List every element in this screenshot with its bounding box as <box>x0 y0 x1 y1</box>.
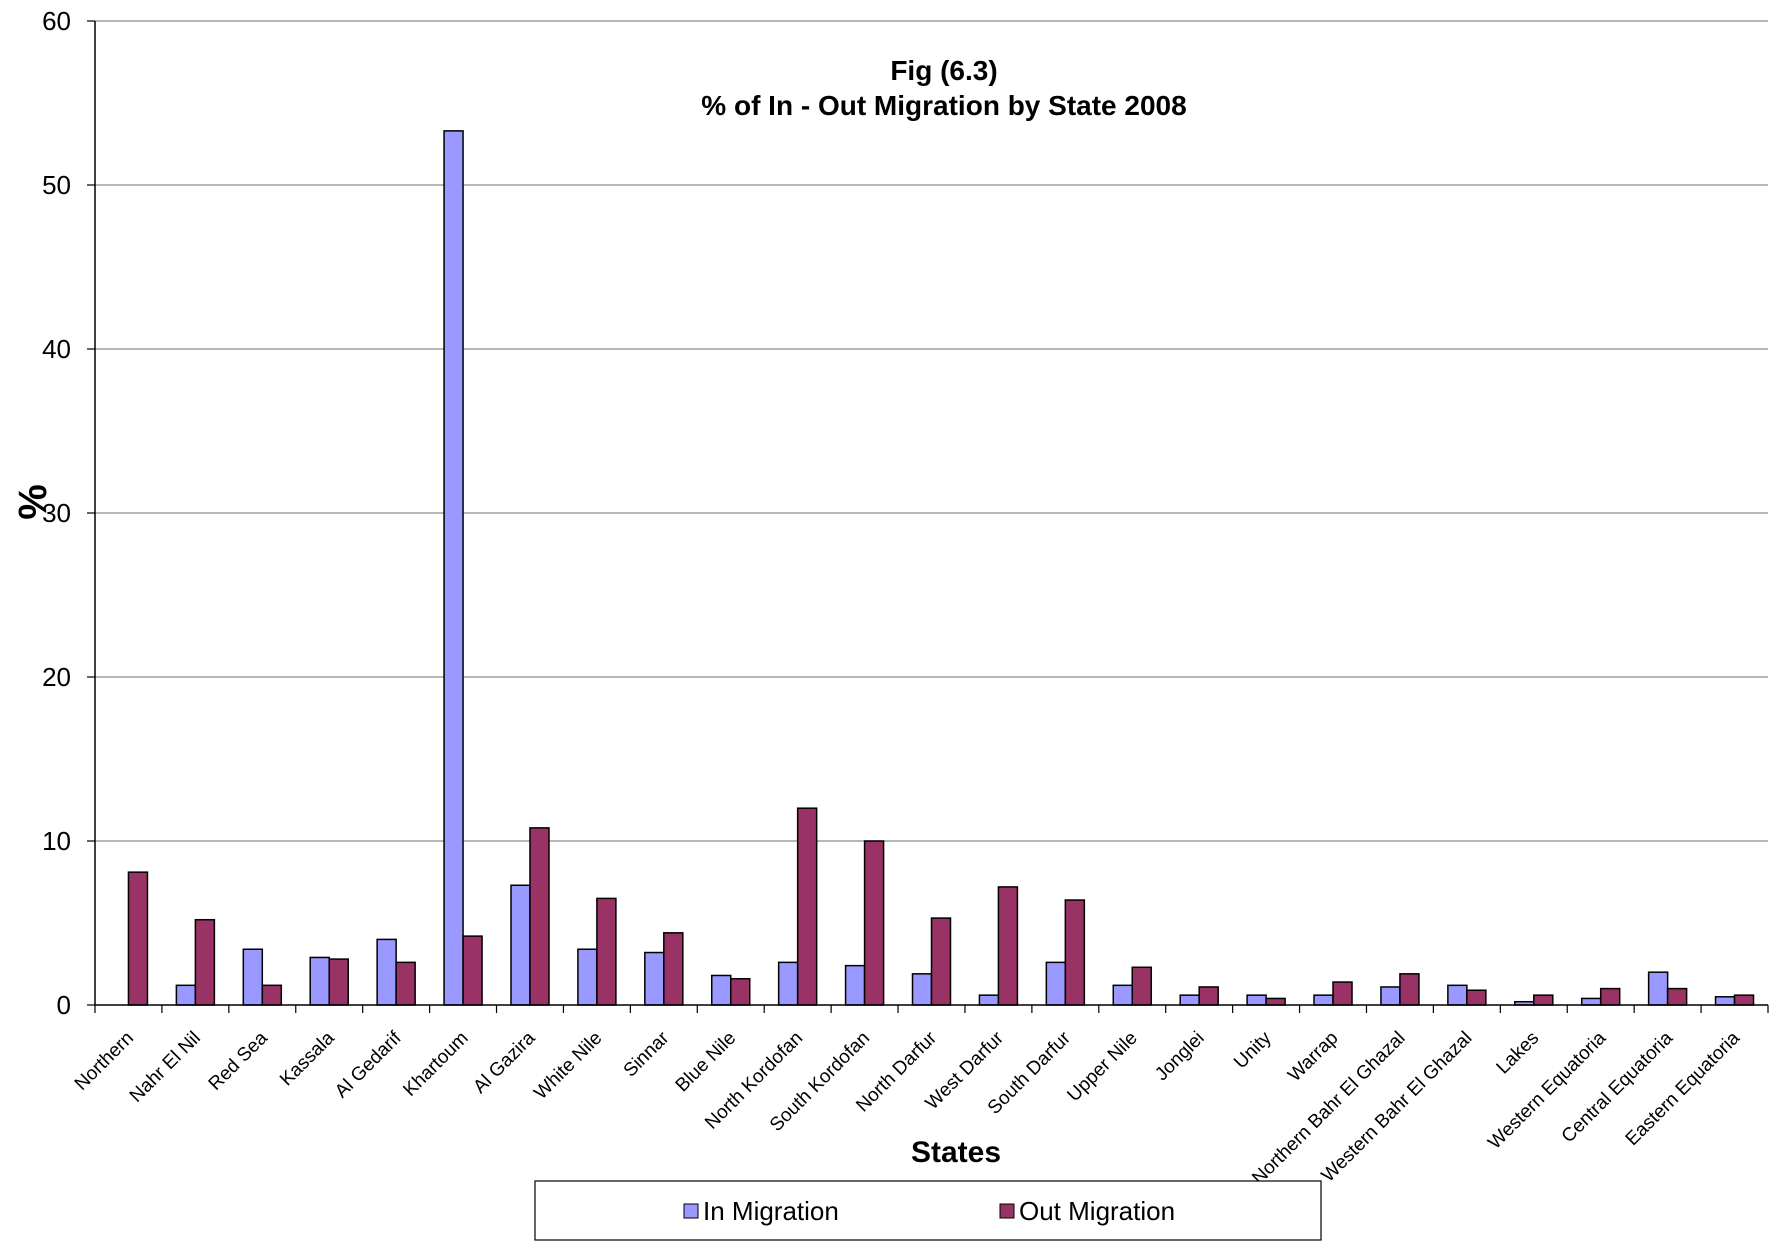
bar-out-migration <box>127 871 149 1006</box>
bar-in-migration <box>911 973 933 1006</box>
bar-out-migration <box>1332 981 1353 1006</box>
bar-in-migration <box>510 884 531 1006</box>
bar-in-migration <box>577 948 598 1006</box>
y-tick-label: 50 <box>42 170 71 200</box>
bar-out-migration <box>1131 966 1153 1006</box>
x-tick-label: Kassala <box>276 1027 339 1090</box>
bar-out-migration <box>261 984 283 1006</box>
legend-swatch-in-migration <box>683 1203 699 1219</box>
legend-box <box>534 1180 1322 1241</box>
y-tick-label: 10 <box>42 826 71 856</box>
bar-in-migration <box>1447 984 1468 1006</box>
bar-in-migration <box>710 974 732 1006</box>
x-tick-label: Lakes <box>1493 1028 1544 1079</box>
bar-out-migration <box>1265 997 1286 1006</box>
bar-out-migration <box>1733 994 1755 1006</box>
bar-in-migration <box>644 951 665 1006</box>
x-tick-label: Warrap <box>1284 1028 1342 1086</box>
legend-swatch-out-migration <box>999 1203 1015 1219</box>
bar-out-migration <box>729 978 751 1006</box>
x-tick-label: Northern <box>71 1028 138 1095</box>
y-tick-label: 60 <box>42 6 71 36</box>
bar-in-migration <box>1179 994 1200 1006</box>
bar-in-migration <box>777 961 799 1006</box>
bar-out-migration <box>1399 973 1420 1006</box>
bar-in-migration <box>1045 961 1067 1006</box>
bar-in-migration <box>443 130 464 1006</box>
bar-in-migration <box>1714 996 1736 1006</box>
x-tick-label: Sinnar <box>620 1027 674 1081</box>
x-tick-label: Khartoum <box>399 1028 472 1101</box>
x-tick-label: Nahr El Nil <box>126 1028 205 1107</box>
x-tick-label: Blue Nile <box>672 1028 741 1097</box>
bar-out-migration <box>529 827 550 1006</box>
bar-in-migration <box>175 984 197 1006</box>
x-tick-label: Eastern Equatoria <box>1622 1027 1745 1150</box>
x-tick-label: Upper Nile <box>1063 1028 1141 1106</box>
gridlines <box>95 20 1768 842</box>
x-tick-label: Al Gazira <box>469 1027 539 1097</box>
bars <box>127 130 1755 1006</box>
bar-out-migration <box>1533 994 1554 1006</box>
bar-in-migration <box>844 964 866 1006</box>
bar-out-migration <box>1466 989 1487 1006</box>
y-tick-label: 40 <box>42 334 71 364</box>
bar-in-migration <box>309 956 330 1006</box>
bar-in-migration <box>376 938 397 1006</box>
chart-title-line-2: % of In - Out Migration by State 2008 <box>701 90 1186 121</box>
bar-out-migration <box>1599 987 1621 1006</box>
bar-out-migration <box>596 897 617 1006</box>
bar-in-migration <box>978 994 1000 1006</box>
y-tick-label: 0 <box>57 990 71 1020</box>
x-tick-label: Unity <box>1230 1027 1276 1073</box>
y-tick-label: 20 <box>42 662 71 692</box>
bar-out-migration <box>997 886 1019 1006</box>
bar-out-migration <box>1198 986 1219 1006</box>
bar-in-migration <box>1580 997 1602 1006</box>
x-tick-label: Red Sea <box>205 1027 272 1094</box>
bar-in-migration <box>1112 984 1134 1006</box>
bar-out-migration <box>930 917 952 1006</box>
x-tick-label: White Nile <box>530 1028 606 1104</box>
bar-in-migration <box>1313 994 1334 1006</box>
bar-in-migration <box>1647 971 1669 1006</box>
bar-out-migration <box>1064 899 1086 1006</box>
x-tick-label: Western Equatoria <box>1484 1027 1610 1153</box>
bar-in-migration <box>242 948 264 1006</box>
y-tick-labels: 0 10 20 30 40 50 60 <box>42 6 95 1020</box>
bar-out-migration <box>796 807 818 1006</box>
y-axis-title: % <box>11 484 55 520</box>
bar-out-migration <box>328 958 349 1006</box>
bar-out-migration <box>462 935 483 1006</box>
bar-out-migration <box>1666 987 1688 1006</box>
legend: In Migration Out Migration <box>534 1180 1322 1241</box>
legend-label-in-migration: In Migration <box>703 1196 839 1226</box>
x-tick-label: Jonglei <box>1151 1028 1208 1085</box>
x-tick-label: Al Gedarif <box>331 1027 406 1102</box>
bar-out-migration <box>663 932 684 1006</box>
axes <box>94 21 1769 1013</box>
legend-label-out-migration: Out Migration <box>1019 1196 1175 1226</box>
y-tick-label: 30 <box>42 498 71 528</box>
bar-out-migration <box>194 918 216 1006</box>
chart-title-line-1: Fig (6.3) <box>890 55 997 86</box>
x-tick-label: Central Equatoria <box>1558 1027 1678 1147</box>
bar-in-migration <box>1380 986 1401 1006</box>
bar-out-migration <box>863 840 885 1006</box>
bar-out-migration <box>395 961 416 1006</box>
bar-in-migration <box>1246 994 1267 1006</box>
x-axis-title: States <box>911 1136 1001 1169</box>
